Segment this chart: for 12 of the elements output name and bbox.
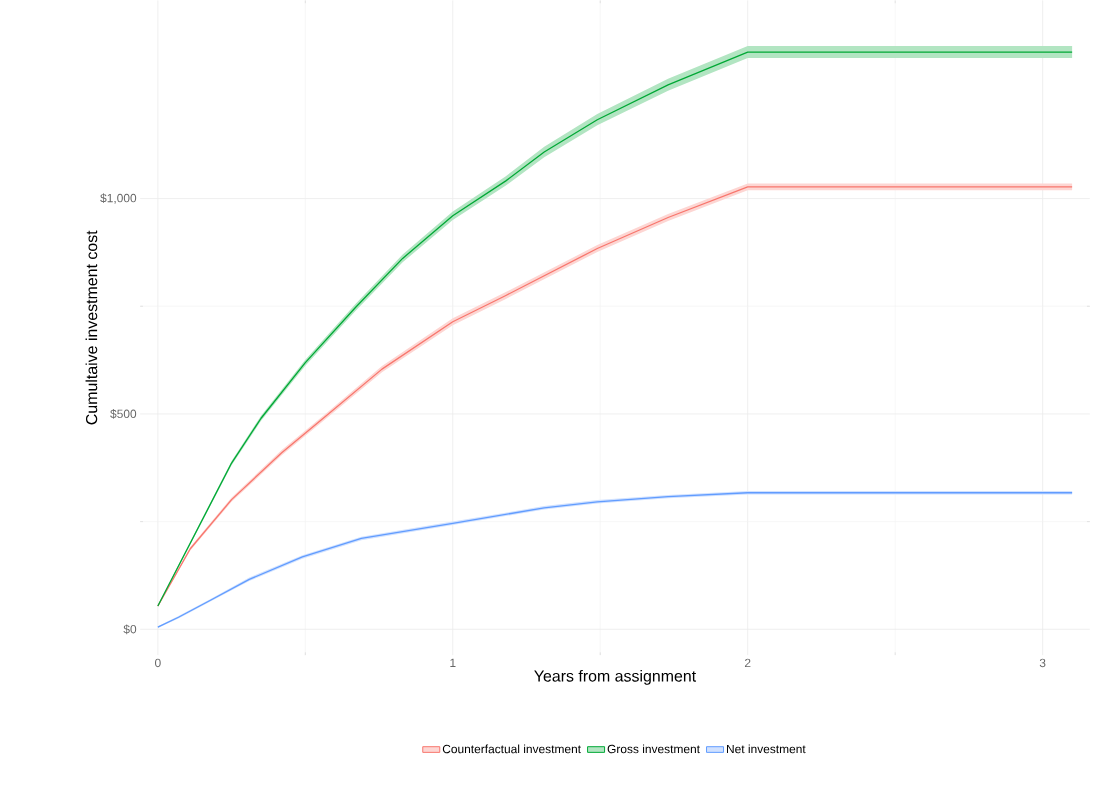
y-tick-label: $500 xyxy=(110,408,137,419)
x-tick-label: 2 xyxy=(744,658,751,667)
y-axis-title: Cumultaive investment cost xyxy=(85,230,98,425)
y-tick-label: $1,000 xyxy=(100,193,137,204)
x-tick-label: 1 xyxy=(450,658,456,667)
x-tick-label: 0 xyxy=(155,658,161,667)
y-tick-label: $0 xyxy=(123,624,137,634)
legend-label: Counterfactual investment xyxy=(442,744,581,754)
x-tick-label: 3 xyxy=(1039,658,1046,667)
legend-label: Gross investment xyxy=(607,744,700,754)
legend-label: Net investment xyxy=(727,744,806,754)
x-axis-title: Years from assignment xyxy=(534,669,697,685)
